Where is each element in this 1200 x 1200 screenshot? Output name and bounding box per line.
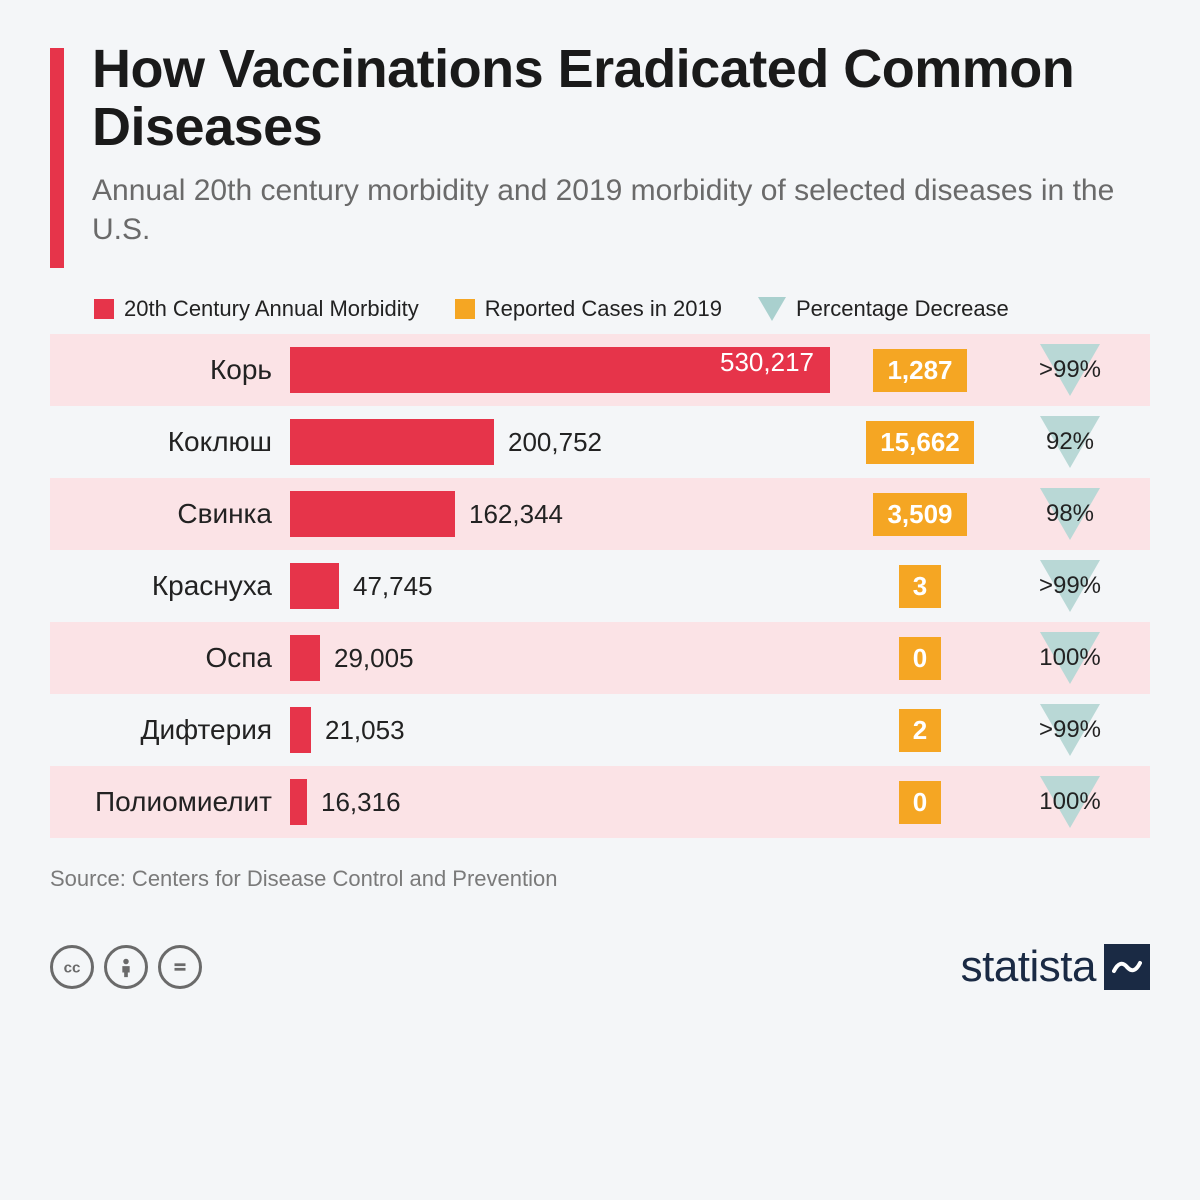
percent-column: 100% (990, 788, 1150, 816)
brand-logo: statista (961, 942, 1150, 992)
percent-text: 98% (1046, 500, 1094, 528)
triangle-down-icon (758, 297, 786, 321)
bar (290, 563, 339, 609)
legend-swatch-orange (455, 299, 475, 319)
brand-mark-icon (1104, 944, 1150, 990)
legend: 20th Century Annual Morbidity Reported C… (50, 296, 1150, 322)
cases-column: 3 (850, 565, 990, 608)
percent-text: >99% (1039, 716, 1101, 744)
row-label: Дифтерия (50, 714, 290, 746)
cases-badge: 0 (899, 637, 941, 680)
bar-value: 162,344 (469, 499, 563, 530)
cc-license-icons: cc (50, 945, 202, 989)
percent-text: 100% (1039, 788, 1100, 816)
bar-value: 21,053 (325, 715, 405, 746)
bar-area: 162,344 (290, 491, 850, 537)
bar-area: 530,217 (290, 347, 850, 393)
header: How Vaccinations Eradicated Common Disea… (50, 40, 1150, 268)
bar (290, 635, 320, 681)
percent-column: 92% (990, 428, 1150, 456)
legend-label: Percentage Decrease (796, 296, 1009, 322)
table-row: Коклюш 200,752 15,662 92% (50, 406, 1150, 478)
footer: cc statista (50, 942, 1150, 992)
legend-morbidity: 20th Century Annual Morbidity (94, 296, 419, 322)
table-row: Полиомиелит 16,316 0 100% (50, 766, 1150, 838)
svg-text:cc: cc (64, 959, 81, 976)
cc-icon: cc (50, 945, 94, 989)
legend-label: 20th Century Annual Morbidity (124, 296, 419, 322)
cases-column: 0 (850, 637, 990, 680)
cases-column: 3,509 (850, 493, 990, 536)
bar-value: 47,745 (353, 571, 433, 602)
percent-column: >99% (990, 572, 1150, 600)
cases-badge: 1,287 (873, 349, 966, 392)
page-title: How Vaccinations Eradicated Common Disea… (92, 40, 1150, 157)
cases-column: 15,662 (850, 421, 990, 464)
bar: 530,217 (290, 347, 830, 393)
percent-text: >99% (1039, 572, 1101, 600)
percent-text: 100% (1039, 644, 1100, 672)
cases-column: 2 (850, 709, 990, 752)
accent-bar (50, 48, 64, 268)
data-rows: Корь 530,217 1,287 >99% Коклюш 200,752 15,662 9… (50, 334, 1150, 838)
cases-badge: 15,662 (866, 421, 974, 464)
row-label: Полиомиелит (50, 786, 290, 818)
bar (290, 779, 307, 825)
by-icon (104, 945, 148, 989)
row-label: Коклюш (50, 426, 290, 458)
cases-badge: 2 (899, 709, 941, 752)
bar-value: 200,752 (508, 427, 602, 458)
legend-cases: Reported Cases in 2019 (455, 296, 722, 322)
legend-decrease: Percentage Decrease (758, 296, 1009, 322)
row-label: Оспа (50, 642, 290, 674)
bar-area: 29,005 (290, 635, 850, 681)
cases-badge: 0 (899, 781, 941, 824)
table-row: Краснуха 47,745 3 >99% (50, 550, 1150, 622)
bar (290, 491, 455, 537)
table-row: Оспа 29,005 0 100% (50, 622, 1150, 694)
legend-label: Reported Cases in 2019 (485, 296, 722, 322)
bar-area: 21,053 (290, 707, 850, 753)
cases-badge: 3 (899, 565, 941, 608)
cases-column: 0 (850, 781, 990, 824)
bar-value: 530,217 (720, 347, 814, 378)
page-subtitle: Annual 20th century morbidity and 2019 m… (92, 171, 1150, 249)
source-text: Source: Centers for Disease Control and … (50, 866, 1150, 892)
percent-column: 100% (990, 644, 1150, 672)
percent-column: 98% (990, 500, 1150, 528)
bar-area: 47,745 (290, 563, 850, 609)
cases-badge: 3,509 (873, 493, 966, 536)
row-label: Краснуха (50, 570, 290, 602)
percent-column: >99% (990, 716, 1150, 744)
percent-text: 92% (1046, 428, 1094, 456)
bar (290, 707, 311, 753)
bar (290, 419, 494, 465)
row-label: Свинка (50, 498, 290, 530)
cases-column: 1,287 (850, 349, 990, 392)
brand-text: statista (961, 942, 1096, 992)
nd-icon (158, 945, 202, 989)
bar-value: 29,005 (334, 643, 414, 674)
table-row: Корь 530,217 1,287 >99% (50, 334, 1150, 406)
table-row: Дифтерия 21,053 2 >99% (50, 694, 1150, 766)
headings: How Vaccinations Eradicated Common Disea… (92, 40, 1150, 268)
bar-area: 16,316 (290, 779, 850, 825)
percent-text: >99% (1039, 356, 1101, 384)
bar-area: 200,752 (290, 419, 850, 465)
percent-column: >99% (990, 356, 1150, 384)
legend-swatch-red (94, 299, 114, 319)
table-row: Свинка 162,344 3,509 98% (50, 478, 1150, 550)
bar-value: 16,316 (321, 787, 401, 818)
row-label: Корь (50, 354, 290, 386)
